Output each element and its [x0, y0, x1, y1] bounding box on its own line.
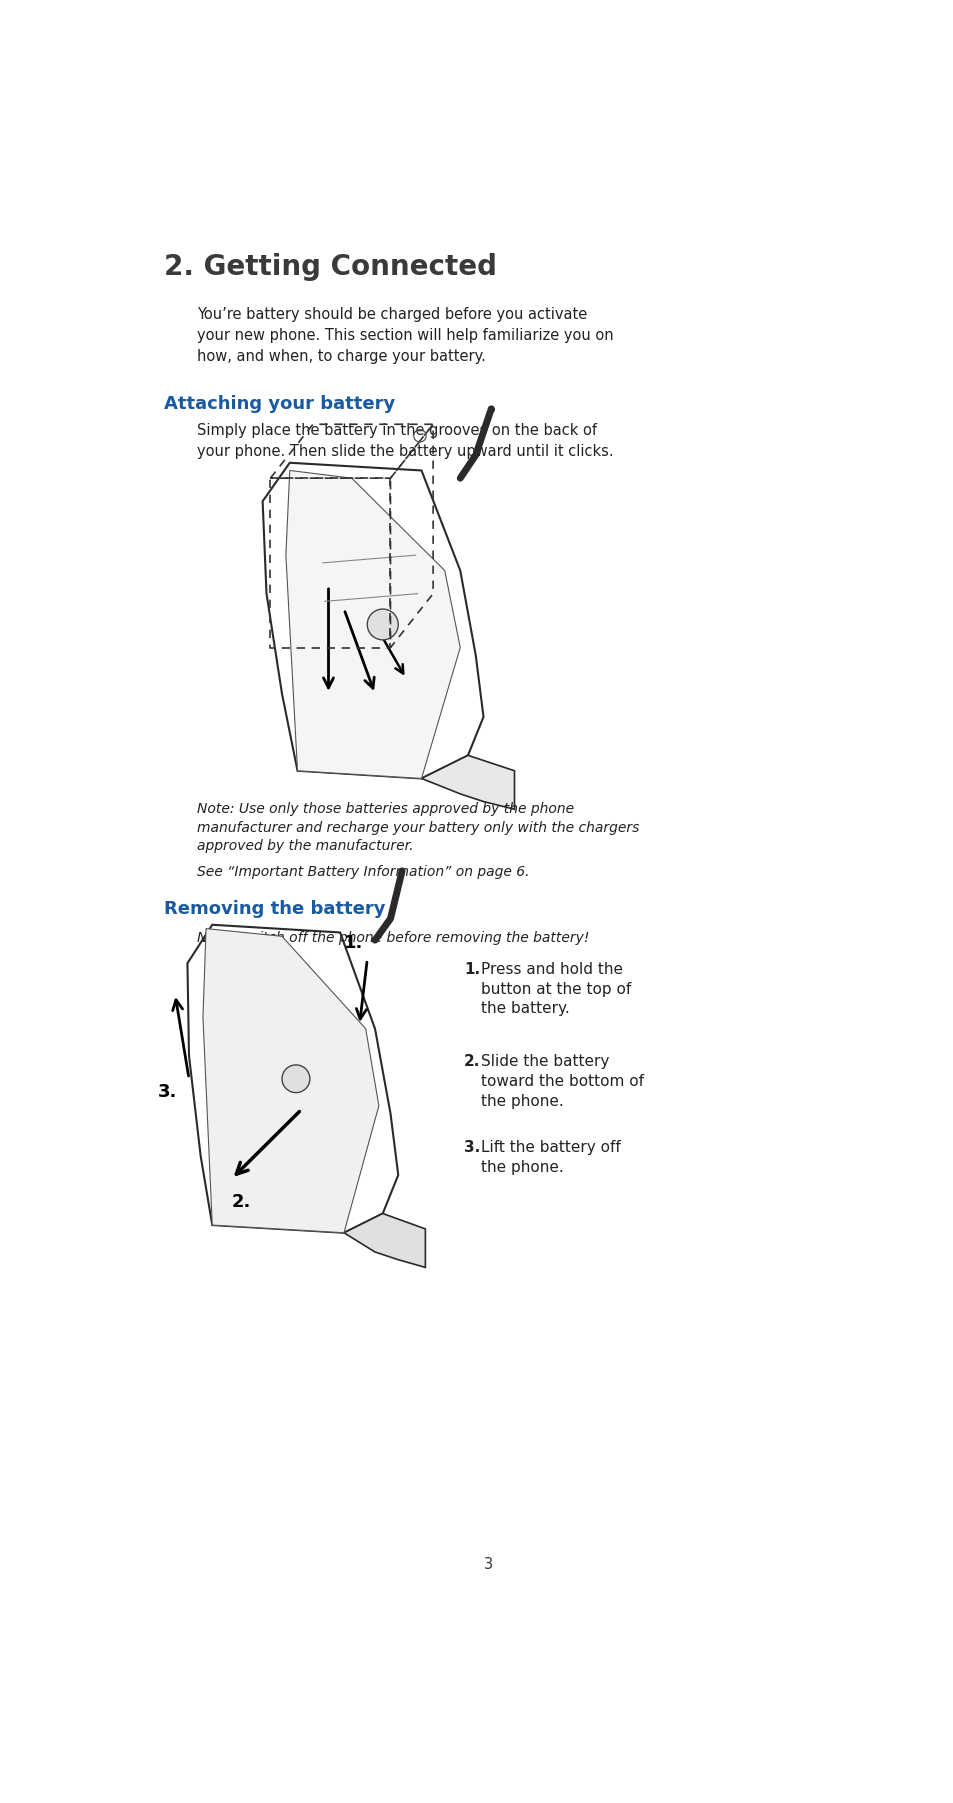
Text: Slide the battery
toward the bottom of
the phone.: Slide the battery toward the bottom of t… [480, 1055, 643, 1109]
Text: 1.: 1. [464, 961, 479, 977]
Text: Attaching your battery: Attaching your battery [164, 395, 395, 413]
Text: Lift the battery off
the phone.: Lift the battery off the phone. [480, 1139, 620, 1176]
Text: 2.: 2. [232, 1194, 251, 1212]
Text: 1.: 1. [344, 934, 363, 952]
Polygon shape [421, 755, 514, 810]
Text: 3.: 3. [158, 1082, 177, 1100]
Text: Note: Switch off the phone before removing the battery!: Note: Switch off the phone before removi… [196, 930, 589, 945]
Text: 3: 3 [484, 1556, 493, 1572]
Text: 2.: 2. [464, 1055, 480, 1069]
Polygon shape [187, 925, 397, 1233]
Text: Simply place the battery in the grooves on the back of
your phone. Then slide th: Simply place the battery in the grooves … [196, 422, 613, 458]
Text: 2. Getting Connected: 2. Getting Connected [164, 252, 497, 281]
Text: Removing the battery: Removing the battery [164, 900, 385, 918]
Circle shape [282, 1066, 310, 1093]
Polygon shape [286, 471, 459, 779]
Text: 3.: 3. [464, 1139, 480, 1156]
Polygon shape [344, 1213, 425, 1268]
Text: Note: Use only those batteries approved by the phone
manufacturer and recharge y: Note: Use only those batteries approved … [196, 802, 639, 853]
Polygon shape [262, 463, 483, 779]
Text: See “Important Battery Information” on page 6.: See “Important Battery Information” on p… [196, 865, 529, 878]
Circle shape [367, 609, 397, 640]
Text: Press and hold the
button at the top of
the battery.: Press and hold the button at the top of … [480, 961, 631, 1017]
Text: You’re battery should be charged before you activate
your new phone. This sectio: You’re battery should be charged before … [196, 307, 613, 364]
Polygon shape [203, 929, 378, 1233]
